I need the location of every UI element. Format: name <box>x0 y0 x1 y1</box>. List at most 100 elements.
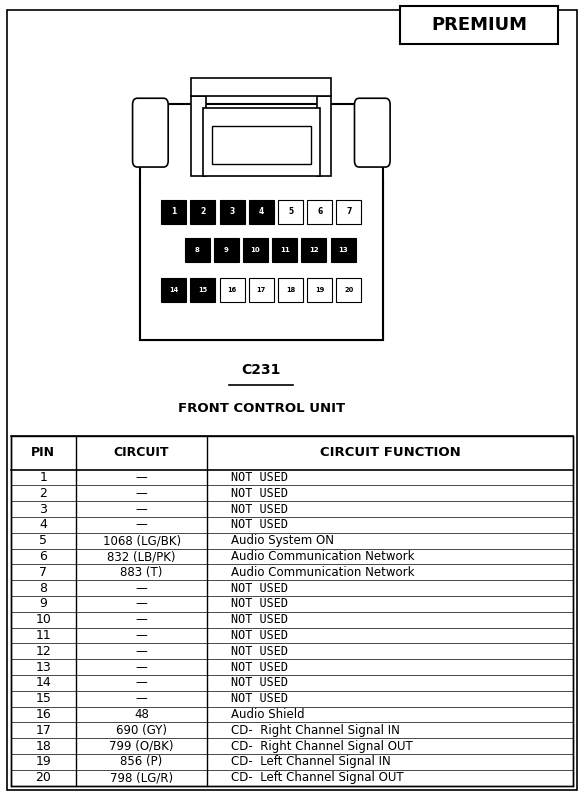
Text: 832 (LB/PK): 832 (LB/PK) <box>107 550 176 563</box>
Text: NOT USED: NOT USED <box>231 502 288 515</box>
Text: CD-  Left Channel Signal OUT: CD- Left Channel Signal OUT <box>231 771 404 784</box>
Text: 883 (T): 883 (T) <box>120 566 163 578</box>
Text: 11: 11 <box>280 247 290 254</box>
Text: 17: 17 <box>257 286 266 293</box>
Text: 20: 20 <box>345 286 353 293</box>
Bar <box>203 107 320 175</box>
Bar <box>400 6 558 44</box>
Text: 9: 9 <box>224 247 229 254</box>
Text: 690 (GY): 690 (GY) <box>116 724 167 737</box>
Text: 11: 11 <box>36 629 51 642</box>
Bar <box>307 278 332 302</box>
Text: NOT USED: NOT USED <box>231 629 288 642</box>
Text: NOT USED: NOT USED <box>231 661 288 674</box>
Text: 3: 3 <box>230 207 235 217</box>
Text: 13: 13 <box>36 661 51 674</box>
Text: —: — <box>135 486 148 500</box>
Text: 10: 10 <box>251 247 260 254</box>
Text: 5: 5 <box>288 207 293 217</box>
Text: —: — <box>135 645 148 658</box>
Bar <box>331 238 356 262</box>
Text: 8: 8 <box>39 582 47 594</box>
FancyBboxPatch shape <box>354 98 390 167</box>
Text: 18: 18 <box>286 286 295 293</box>
Text: CD-  Left Channel Signal IN: CD- Left Channel Signal IN <box>231 755 391 768</box>
Text: —: — <box>135 613 148 626</box>
Text: 17: 17 <box>35 724 51 737</box>
Text: 1: 1 <box>171 207 176 217</box>
Bar <box>190 200 215 224</box>
Bar <box>192 95 206 175</box>
Text: 10: 10 <box>35 613 51 626</box>
Text: NOT USED: NOT USED <box>231 613 288 626</box>
Text: 856 (P): 856 (P) <box>120 755 163 768</box>
Text: —: — <box>135 676 148 690</box>
Bar <box>272 238 297 262</box>
Text: 1: 1 <box>39 471 47 484</box>
Text: —: — <box>135 502 148 515</box>
Text: 19: 19 <box>36 755 51 768</box>
Text: 798 (LG/R): 798 (LG/R) <box>110 771 173 784</box>
Text: PIN: PIN <box>31 446 55 459</box>
Text: 6: 6 <box>39 550 47 563</box>
Bar <box>192 78 332 95</box>
FancyBboxPatch shape <box>133 98 168 167</box>
Text: Audio Communication Network: Audio Communication Network <box>231 566 414 578</box>
Bar <box>301 238 326 262</box>
Text: 7: 7 <box>39 566 47 578</box>
Text: 12: 12 <box>36 645 51 658</box>
Text: 9: 9 <box>39 598 47 610</box>
Bar <box>11 436 573 786</box>
Bar <box>243 238 268 262</box>
Text: —: — <box>135 629 148 642</box>
Bar <box>140 179 383 340</box>
Text: NOT USED: NOT USED <box>231 598 288 610</box>
Text: FRONT CONTROL UNIT: FRONT CONTROL UNIT <box>178 402 345 415</box>
Text: —: — <box>135 598 148 610</box>
Text: 1068 (LG/BK): 1068 (LG/BK) <box>103 534 180 547</box>
Text: CD-  Right Channel Signal IN: CD- Right Channel Signal IN <box>231 724 399 737</box>
Text: 15: 15 <box>35 692 51 706</box>
Bar <box>249 278 274 302</box>
Text: CIRCUIT: CIRCUIT <box>114 446 169 459</box>
Text: 48: 48 <box>134 708 149 721</box>
Text: 15: 15 <box>199 286 207 293</box>
Text: 3: 3 <box>39 502 47 515</box>
Text: 13: 13 <box>338 247 348 254</box>
Text: 14: 14 <box>169 286 178 293</box>
Text: 19: 19 <box>315 286 324 293</box>
Text: —: — <box>135 471 148 484</box>
Text: 8: 8 <box>194 247 200 254</box>
Bar <box>185 238 210 262</box>
Text: CIRCUIT FUNCTION: CIRCUIT FUNCTION <box>320 446 461 459</box>
Text: —: — <box>135 518 148 531</box>
Text: NOT USED: NOT USED <box>231 486 288 500</box>
Bar <box>190 278 215 302</box>
Bar <box>220 278 245 302</box>
Text: 4: 4 <box>39 518 47 531</box>
Bar <box>278 278 303 302</box>
Text: Audio System ON: Audio System ON <box>231 534 333 547</box>
Text: —: — <box>135 582 148 594</box>
Text: 16: 16 <box>36 708 51 721</box>
Text: Audio Shield: Audio Shield <box>231 708 304 721</box>
Text: Audio Communication Network: Audio Communication Network <box>231 550 414 563</box>
Text: NOT USED: NOT USED <box>231 645 288 658</box>
Text: 7: 7 <box>346 207 352 217</box>
Text: 4: 4 <box>259 207 264 217</box>
Text: 6: 6 <box>317 207 322 217</box>
Text: C231: C231 <box>242 363 281 378</box>
Bar <box>249 200 274 224</box>
Bar <box>336 200 361 224</box>
Text: 2: 2 <box>39 486 47 500</box>
Text: PREMIUM: PREMIUM <box>431 16 527 34</box>
Text: —: — <box>135 661 148 674</box>
Bar <box>161 278 186 302</box>
Bar <box>278 200 303 224</box>
Bar <box>214 238 239 262</box>
Text: NOT USED: NOT USED <box>231 518 288 531</box>
Bar <box>220 200 245 224</box>
Text: NOT USED: NOT USED <box>231 692 288 706</box>
Text: —: — <box>135 692 148 706</box>
Text: 12: 12 <box>309 247 319 254</box>
